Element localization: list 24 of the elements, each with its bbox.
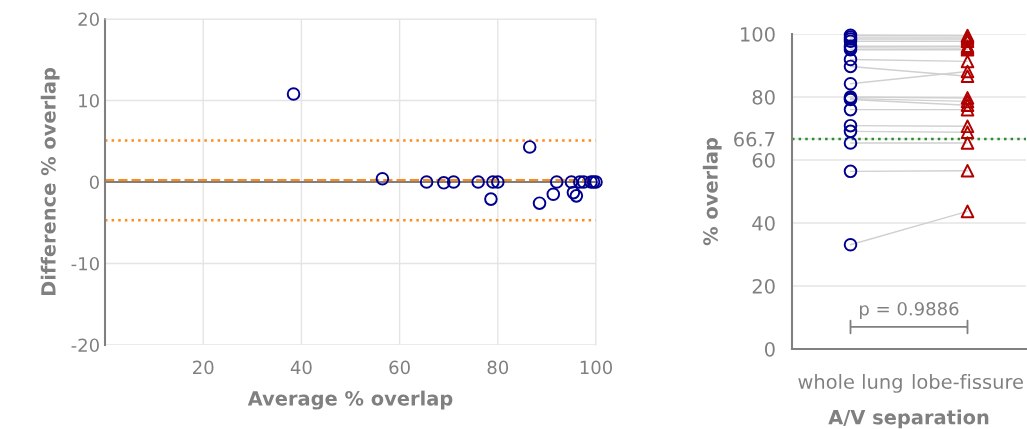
y-tick-label: 80	[752, 89, 775, 105]
y-tick-label: 40	[752, 215, 775, 231]
x-tick-label: 40	[290, 360, 312, 375]
y-axis-title: % overlap	[702, 137, 722, 246]
x-tick-label: 100	[580, 360, 613, 375]
x-tick-label: 60	[389, 360, 410, 375]
y-tick-label: 60	[752, 152, 775, 168]
x-axis-title: Average % overlap	[247, 390, 453, 410]
y-tick-label: 10	[79, 93, 99, 108]
x-axis-title: A/V separation	[828, 409, 989, 429]
y-tick-label: 20	[752, 278, 775, 294]
x-tick-label: whole lung	[798, 374, 902, 393]
y-tick-label: 100	[741, 26, 775, 42]
y-tick-label: -10	[71, 256, 99, 271]
x-tick-label: 20	[193, 360, 214, 375]
y-tick-label: 20	[78, 12, 99, 27]
x-tick-label: 80	[487, 360, 509, 375]
y-tick-label: 66.7	[734, 131, 775, 147]
y-tick-label: 0	[764, 341, 775, 357]
y-axis-title: Difference % overlap	[40, 67, 60, 296]
x-tick-label: lobe-fissure	[912, 374, 1023, 390]
annotation: p = 0.9886	[860, 301, 959, 320]
y-tick-label: -20	[71, 338, 99, 353]
y-tick-label: 0	[89, 175, 99, 190]
